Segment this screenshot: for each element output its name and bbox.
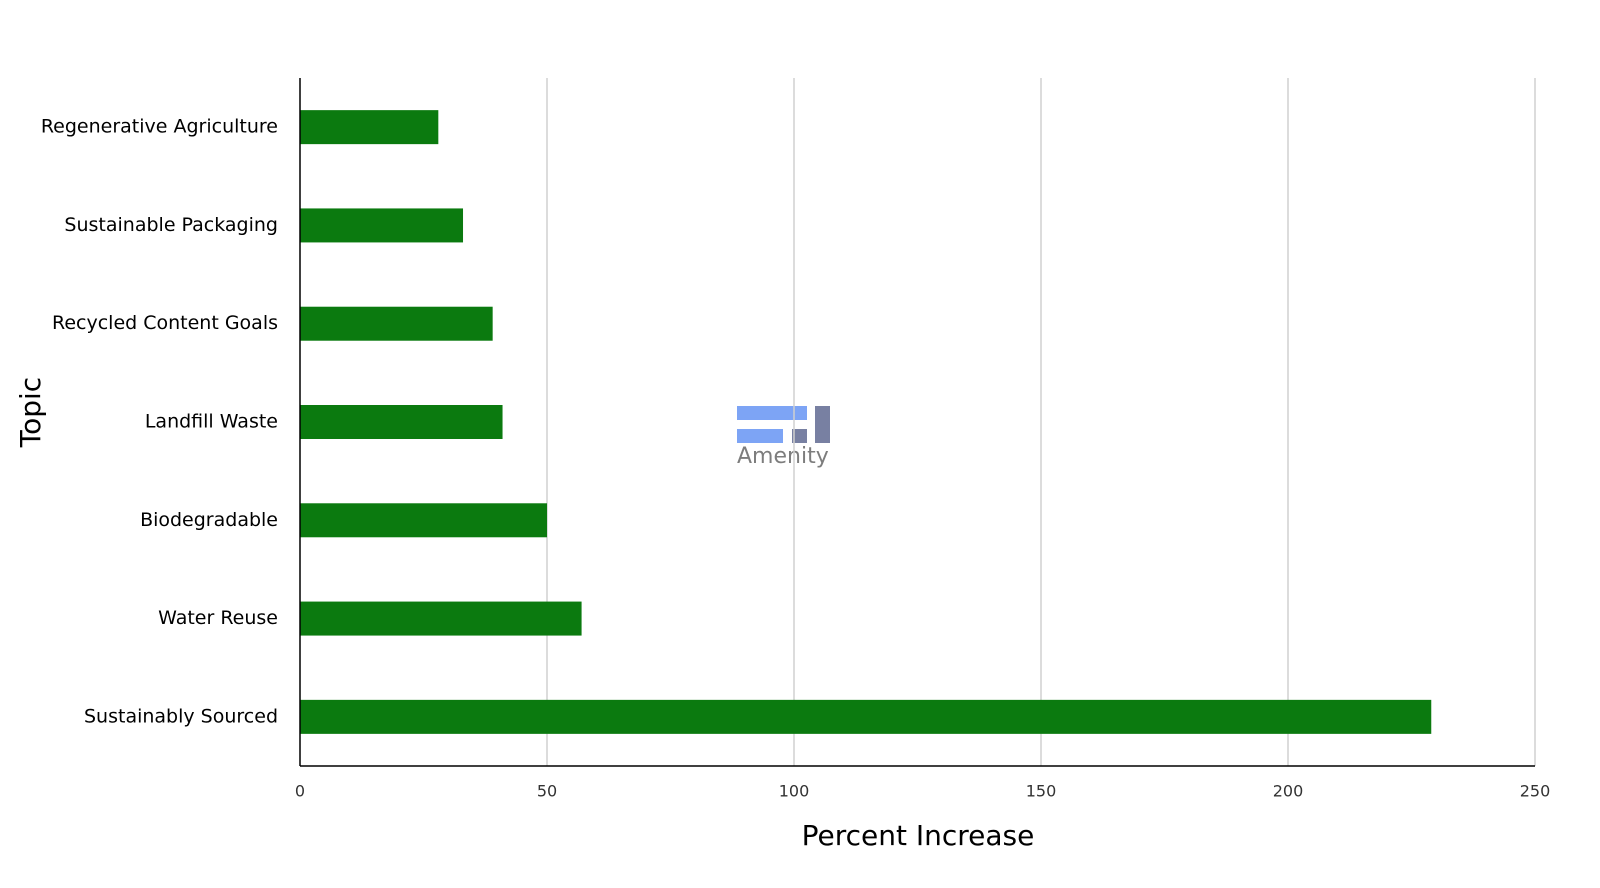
x-axis-title: Percent Increase: [802, 819, 1035, 852]
x-tick-label: 50: [537, 782, 557, 801]
y-tick-label: Sustainable Packaging: [64, 214, 278, 236]
y-axis-title: Topic: [14, 377, 47, 448]
x-tick-label: 150: [1026, 782, 1057, 801]
y-tick-label: Recycled Content Goals: [52, 312, 278, 334]
x-tick-label: 100: [779, 782, 810, 801]
logo-shape: [737, 406, 807, 420]
y-tick-label: Water Reuse: [158, 607, 278, 629]
x-tick-label: 200: [1273, 782, 1304, 801]
bar: [300, 405, 503, 439]
logo-shape: [815, 406, 830, 443]
y-tick-label: Landfill Waste: [145, 411, 278, 433]
watermark-text: Amenity: [737, 444, 829, 469]
bar: [300, 699, 1432, 734]
bar: [300, 601, 582, 636]
x-tick-label: 250: [1520, 782, 1551, 801]
x-tick-label: 0: [295, 782, 305, 801]
watermark-logo: Amenity: [737, 406, 830, 469]
bar: [300, 208, 464, 243]
logo-shape: [737, 429, 783, 443]
bar: [300, 306, 493, 341]
y-tick-label: Regenerative Agriculture: [41, 116, 278, 138]
y-tick-label: Sustainably Sourced: [84, 705, 278, 727]
bar: [300, 110, 439, 145]
logo-shape: [792, 429, 807, 443]
y-tick-label: Biodegradable: [140, 509, 278, 531]
bar: [300, 503, 547, 538]
